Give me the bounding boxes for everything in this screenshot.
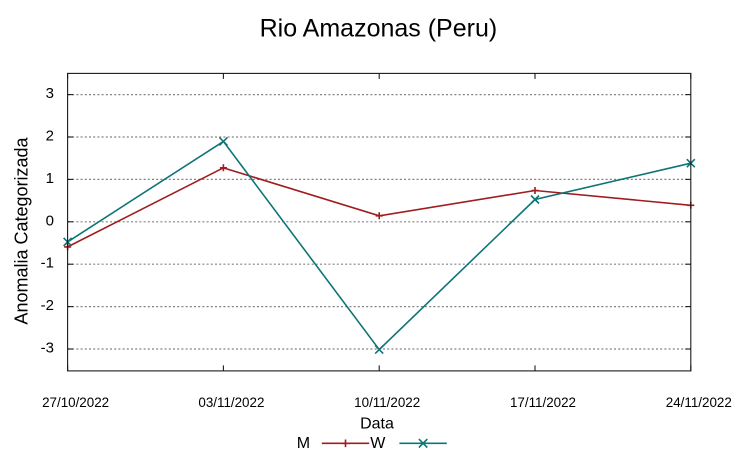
svg-text:Anomalia Categorizada: Anomalia Categorizada <box>12 136 32 324</box>
svg-text:24/11/2022: 24/11/2022 <box>666 395 732 410</box>
svg-text:-1: -1 <box>41 255 54 272</box>
svg-text:03/11/2022: 03/11/2022 <box>198 395 264 410</box>
svg-text:Rio Amazonas (Peru): Rio Amazonas (Peru) <box>260 14 498 42</box>
svg-text:M: M <box>297 435 310 452</box>
svg-text:10/11/2022: 10/11/2022 <box>354 395 420 410</box>
svg-text:-2: -2 <box>41 297 54 314</box>
svg-text:Data: Data <box>360 416 394 433</box>
svg-text:0: 0 <box>46 212 54 229</box>
svg-text:2: 2 <box>46 128 54 145</box>
svg-text:3: 3 <box>46 85 54 102</box>
svg-text:1: 1 <box>46 170 54 187</box>
svg-text:17/11/2022: 17/11/2022 <box>510 395 576 410</box>
svg-text:W: W <box>370 435 386 452</box>
svg-text:-3: -3 <box>41 340 54 357</box>
svg-text:27/10/2022: 27/10/2022 <box>42 395 109 410</box>
